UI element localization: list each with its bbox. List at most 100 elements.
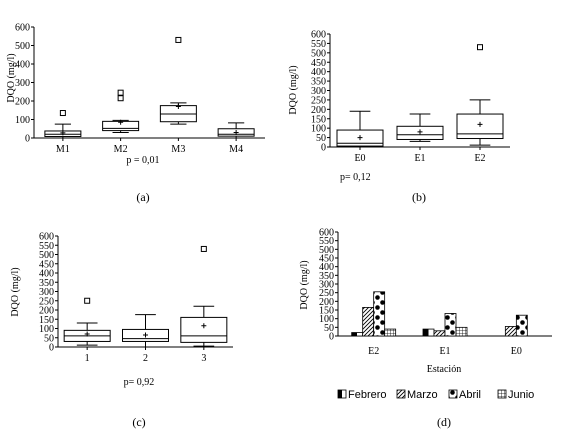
- panel-c-ylabel: DQO (mg/l): [10, 267, 21, 316]
- panel-b-x-tick-label: E0: [354, 153, 365, 164]
- panel-c-y-tick-label: 600: [39, 232, 54, 243]
- panel-c-y-tick-label: 150: [39, 315, 54, 326]
- box-3: [180, 245, 228, 347]
- bar-Marzo-E2: [362, 306, 375, 337]
- legend-swatch: [337, 389, 347, 399]
- panel-d-y-tick-label: 150: [319, 306, 334, 317]
- panel-c-y-tick-label: 300: [39, 287, 54, 298]
- panel-a-p-value: p = 0,01: [126, 155, 159, 166]
- panel-a-label: (a): [136, 190, 149, 204]
- box-mean-marker: [201, 323, 207, 329]
- box-mean-marker: [118, 119, 124, 125]
- panel-a-y-tick-label: 200: [15, 97, 30, 108]
- panel-a-ylabel: DQO (mg/l): [6, 53, 17, 102]
- panel-c-y-tick-label: 500: [39, 250, 54, 261]
- panel-b-x-tick-label: E2: [474, 153, 485, 164]
- panel-b-y-tick-label: 50: [316, 133, 326, 144]
- box-mean-marker: [175, 104, 181, 110]
- panel-a-y-tick-label: 600: [15, 23, 30, 34]
- panel-a-y-tick-label: 0: [25, 134, 30, 145]
- legend-item-Febrero: Febrero: [337, 389, 387, 401]
- panel-d-y-tick-label: 500: [319, 245, 334, 256]
- panel-c-y-tick-label: 550: [39, 241, 54, 252]
- bar-Junio-E2: [384, 328, 397, 337]
- panel-d-y-tick-label: 350: [319, 271, 334, 282]
- legend-label: Marzo: [407, 389, 438, 401]
- box-mean-marker: [477, 121, 483, 127]
- box-E2: [456, 44, 504, 146]
- panel-b-label: (b): [412, 190, 426, 204]
- bar-Febrero-E2: [351, 332, 364, 337]
- panel-d-legend: Febrero Marzo Abril Junio: [337, 389, 534, 401]
- box-mean-marker: [84, 331, 90, 337]
- box-iqr: [180, 316, 228, 343]
- box-mean-marker: [143, 332, 148, 338]
- box-outlier: [477, 44, 483, 51]
- box-outlier: [84, 297, 91, 304]
- legend-item-Junio: Junio: [497, 389, 534, 401]
- panel-a-y-tick-label: 500: [15, 41, 30, 52]
- panel-b-y-tick-label: 600: [311, 30, 326, 41]
- box-E1: [396, 113, 444, 142]
- panel-a-y-tick-label: 100: [15, 115, 30, 126]
- panel-b-y-tick-label: 250: [311, 95, 326, 106]
- bar-Marzo-E1: [433, 330, 446, 337]
- box-outlier: [117, 89, 124, 96]
- panel-d-label: (d): [437, 415, 451, 429]
- panel-c: DQO (mg/l) 05010015020025030035040045050…: [10, 232, 233, 429]
- box-mean-marker: [233, 129, 239, 135]
- panel-d: DQO (mg/l) 05010015020025030035040045050…: [299, 228, 552, 429]
- panel-d-x-tick-label: E1: [439, 346, 450, 357]
- bar-Marzo-E0: [504, 326, 517, 337]
- box-mean-marker: [417, 129, 423, 135]
- box-M3: [159, 36, 197, 125]
- legend-item-Marzo: Marzo: [396, 389, 438, 401]
- panel-c-y-tick-label: 400: [39, 269, 54, 280]
- panel-d-y-tick-label: 100: [319, 314, 334, 325]
- panel-c-y-tick-label: 200: [39, 306, 54, 317]
- panel-d-y-tick-label: 250: [319, 288, 334, 299]
- panel-b: DQO (mg/l) 05010015020025030035040045050…: [288, 30, 510, 204]
- panel-c-label: (c): [132, 415, 145, 429]
- panel-c-x-tick-label: 1: [85, 353, 90, 364]
- panel-d-y-tick-label: 50: [324, 323, 334, 334]
- panel-b-y-tick-label: 150: [311, 114, 326, 125]
- bar-Febrero-E1: [422, 328, 435, 337]
- panel-b-x-tick-label: E1: [414, 153, 425, 164]
- panel-b-y-tick-label: 500: [311, 48, 326, 59]
- box-E0: [336, 110, 384, 148]
- panel-b-y-tick-label: 100: [311, 124, 326, 135]
- panel-d-y-tick-label: 300: [319, 280, 334, 291]
- box-2: [122, 314, 169, 348]
- panel-b-y-tick-label: 300: [311, 86, 326, 97]
- legend-label: Abril: [459, 389, 481, 401]
- panel-c-p-value: p= 0,92: [124, 377, 155, 388]
- panel-c-y-tick-label: 100: [39, 324, 54, 335]
- box-outlier: [117, 95, 124, 102]
- legend-label: Febrero: [348, 389, 387, 401]
- legend-label: Junio: [508, 389, 534, 401]
- panel-a-x-tick-label: M4: [229, 144, 243, 155]
- panel-d-y-tick-label: 450: [319, 254, 334, 265]
- panel-a-x-tick-label: M1: [56, 144, 70, 155]
- legend-swatch: [497, 389, 507, 399]
- panel-d-ylabel: DQO (mg/l): [299, 260, 310, 309]
- legend-swatch: [448, 389, 458, 399]
- panel-b-ylabel: DQO (mg/l): [288, 65, 299, 114]
- bar-Abril-E0: [515, 314, 528, 337]
- panel-a-x-tick-label: M3: [171, 144, 185, 155]
- legend-swatch: [396, 389, 406, 399]
- panel-d-y-tick-label: 550: [319, 236, 334, 247]
- box-mean-marker: [60, 130, 66, 136]
- panel-c-y-tick-label: 0: [49, 343, 54, 354]
- panel-b-y-tick-label: 550: [311, 39, 326, 50]
- panel-b-y-tick-label: 400: [311, 67, 326, 78]
- panel-b-y-tick-label: 200: [311, 105, 326, 116]
- panel-a-y-tick-label: 300: [15, 78, 30, 89]
- panel-b-y-tick-label: 0: [321, 143, 326, 154]
- panel-d-y-tick-label: 600: [319, 228, 334, 239]
- box-outlier: [59, 110, 66, 117]
- panel-a-y-tick-label: 400: [15, 60, 30, 71]
- panel-d-y-tick-label: 400: [319, 262, 334, 273]
